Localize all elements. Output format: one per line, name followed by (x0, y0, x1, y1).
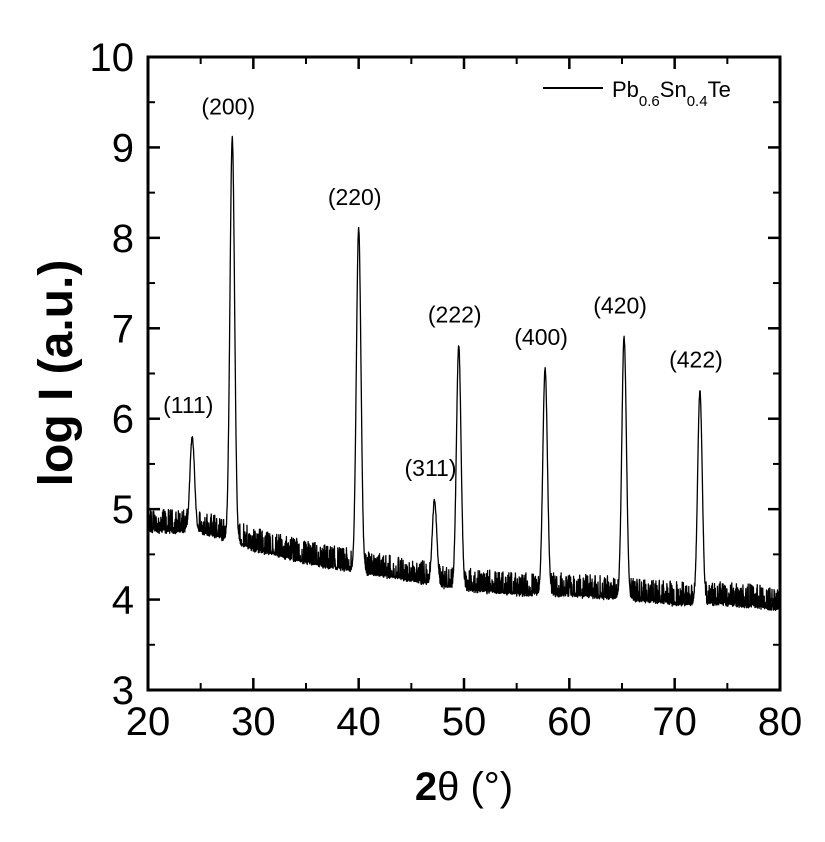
legend: Pb0.6Sn0.4Te (543, 77, 731, 110)
x-axis-title-bold: 2 (415, 765, 437, 809)
xrd-series-line (147, 135, 781, 611)
y-tick-label: 10 (90, 36, 135, 80)
y-tick-label: 8 (112, 217, 134, 261)
legend-label-sub1: 0.6 (639, 93, 660, 110)
x-tick-label: 60 (547, 700, 592, 744)
peak-label: (200) (201, 93, 255, 119)
peak-label: (422) (669, 347, 723, 373)
x-tick-label: 70 (652, 700, 697, 744)
x-axis-title: 2θ (°) (415, 765, 513, 809)
y-tick-label: 3 (112, 669, 134, 713)
x-tick-label: 50 (442, 700, 487, 744)
legend-label-te: Te (708, 77, 731, 102)
spectrum-layer (147, 135, 781, 611)
legend-label-sub2: 0.4 (687, 93, 708, 110)
x-tick-label: 30 (231, 700, 276, 744)
y-tick-label: 4 (112, 579, 134, 623)
y-axis-title: log I (a.u.) (30, 260, 83, 487)
legend-label: Pb0.6Sn0.4Te (612, 77, 731, 110)
x-tick-label: 80 (758, 700, 803, 744)
peak-label: (420) (593, 292, 647, 318)
y-tick-label: 7 (112, 307, 134, 351)
y-tick-label: 5 (112, 488, 134, 532)
legend-label-pb: Pb (612, 77, 639, 102)
x-tick-label: 20 (126, 700, 171, 744)
x-axis-title-rest: θ (°) (437, 765, 513, 809)
peak-label: (311) (405, 455, 457, 481)
ticks-layer: 20 30 40 50 60 70 80 3 4 5 6 7 8 9 10 (90, 36, 803, 744)
peak-label: (222) (428, 301, 482, 327)
peak-label: (111) (163, 392, 213, 418)
legend-label-sn: Sn (660, 77, 687, 102)
peak-label: (220) (328, 184, 382, 210)
peak-label: (400) (514, 324, 568, 350)
x-tick-label: 40 (336, 700, 381, 744)
peak-labels-layer: (111) (200) (220) (311) (222) (400) (420) (422) (163, 93, 723, 481)
y-tick-label: 6 (112, 398, 134, 442)
y-tick-label: 9 (112, 126, 134, 170)
